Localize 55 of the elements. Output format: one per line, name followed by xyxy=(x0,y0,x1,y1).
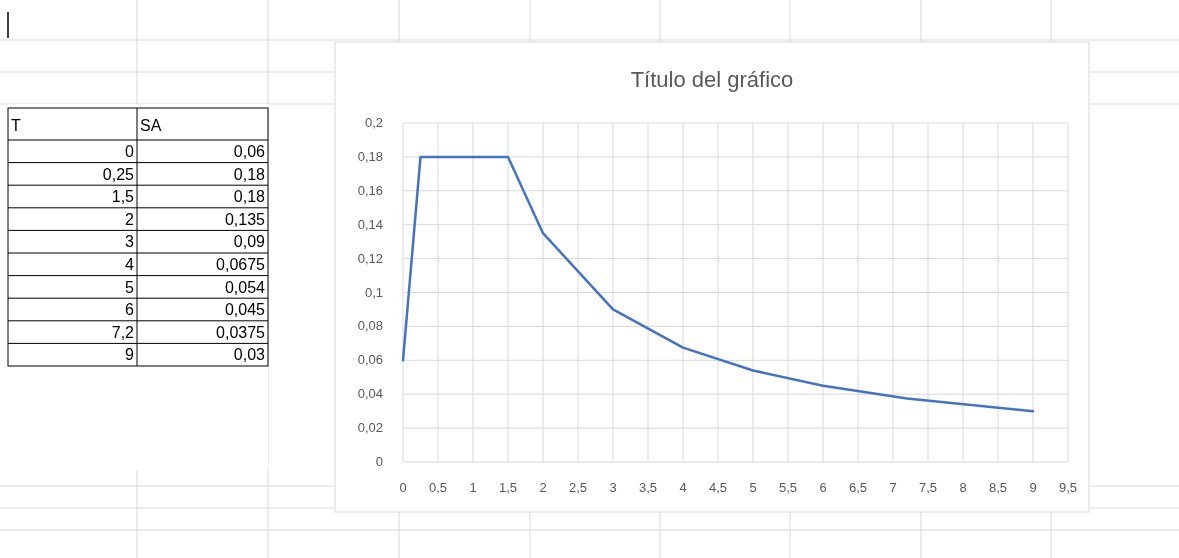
x-tick-label: 2,5 xyxy=(568,480,588,495)
chart-title: Título del gráfico xyxy=(630,67,794,92)
x-tick-label: 7,5 xyxy=(918,480,938,495)
y-tick-label: 0,08 xyxy=(357,318,383,334)
y-tick-label: 0 xyxy=(375,454,383,469)
x-tick-label: 8 xyxy=(959,480,967,495)
text: SA xyxy=(140,117,162,134)
x-tick-label: 9 xyxy=(1029,480,1037,495)
x-tick-label: 4 xyxy=(679,480,687,495)
text: 5 xyxy=(125,278,135,296)
x-tick-label: 6 xyxy=(819,480,827,495)
x-tick-label: 0 xyxy=(399,480,407,495)
x-tick-label: 7 xyxy=(889,480,897,495)
text: 2 xyxy=(125,210,135,228)
y-tick-label: 0,2 xyxy=(364,115,383,130)
text: 0,03 xyxy=(233,346,266,364)
text: 1,5 xyxy=(111,188,135,206)
text: 0,054 xyxy=(224,278,266,296)
x-tick-label: 9,5 xyxy=(1058,480,1078,495)
x-tick-label: 8,5 xyxy=(988,480,1008,495)
x-tick-label: 5 xyxy=(749,480,757,495)
y-tick-label: 0,04 xyxy=(357,386,383,402)
y-tick-label: 0,02 xyxy=(357,420,383,436)
text: 0,06 xyxy=(233,143,266,160)
y-tick-label: 0,18 xyxy=(357,148,383,164)
x-tick-label: 3 xyxy=(609,480,617,495)
x-tick-label: 4,5 xyxy=(708,480,728,495)
text: 0,045 xyxy=(224,301,266,319)
text: 0,135 xyxy=(224,210,266,228)
text: 0,25 xyxy=(102,165,135,183)
x-tick-label: 6,5 xyxy=(848,480,868,495)
text: 0 xyxy=(125,143,135,160)
x-tick-label: 1 xyxy=(469,480,477,495)
x-tick-label: 1,5 xyxy=(498,480,518,495)
text: 0,0675 xyxy=(216,256,266,273)
text: 0,09 xyxy=(233,233,266,251)
y-tick-label: 0,06 xyxy=(357,352,383,368)
y-tick-label: 0,14 xyxy=(357,216,383,232)
text: 3 xyxy=(125,233,135,251)
text: 7,2 xyxy=(111,323,135,341)
text: T xyxy=(11,117,21,134)
y-tick-label: 0,16 xyxy=(357,182,383,198)
x-tick-label: 5,5 xyxy=(778,480,798,495)
text: 4 xyxy=(125,256,135,273)
y-tick-label: 0,1 xyxy=(364,284,383,300)
x-tick-label: 3,5 xyxy=(638,480,658,495)
x-tick-label: 2 xyxy=(539,480,547,495)
text: 9 xyxy=(125,346,135,364)
y-tick-label: 0,12 xyxy=(357,250,383,266)
text: 0,18 xyxy=(233,165,266,183)
text: 0,18 xyxy=(233,188,266,206)
text: 6 xyxy=(125,301,135,319)
text: 0,0375 xyxy=(216,323,266,341)
line-series xyxy=(401,155,1035,413)
x-tick-label: 0,5 xyxy=(428,480,448,495)
